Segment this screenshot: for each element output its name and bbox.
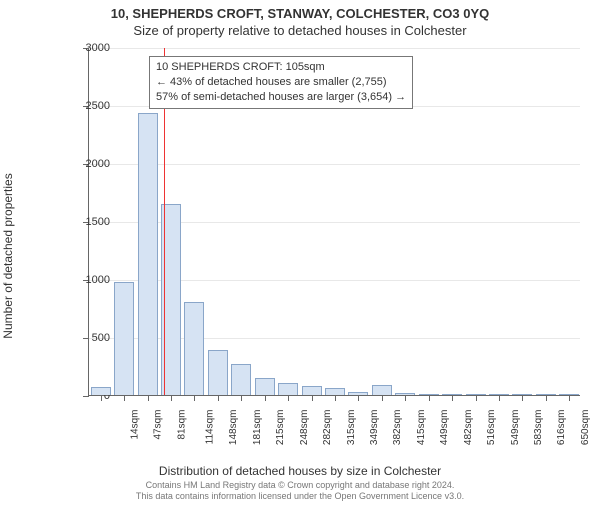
- x-tick-label: 516sqm: [486, 410, 497, 446]
- x-tick: [405, 395, 406, 401]
- x-tick: [546, 395, 547, 401]
- histogram-bar: [138, 113, 158, 395]
- x-tick-label: 81sqm: [176, 410, 187, 440]
- annotation-line: 10 SHEPHERDS CROFT: 105sqm: [156, 60, 406, 75]
- x-tick: [218, 395, 219, 401]
- y-tick-label: 1000: [70, 274, 110, 286]
- x-tick: [522, 395, 523, 401]
- y-tick-label: 2000: [70, 158, 110, 170]
- histogram-bar: [114, 282, 134, 395]
- annotation-line: ← 43% of detached houses are smaller (2,…: [156, 75, 406, 90]
- annotation-line: 57% of semi-detached houses are larger (…: [156, 90, 406, 105]
- x-tick-label: 14sqm: [129, 410, 140, 440]
- x-tick: [265, 395, 266, 401]
- histogram-bar: [184, 302, 204, 395]
- x-tick: [429, 395, 430, 401]
- x-tick: [101, 395, 102, 401]
- histogram-bar: [208, 350, 228, 395]
- x-tick-label: 248sqm: [299, 410, 310, 446]
- x-tick: [194, 395, 195, 401]
- x-tick-label: 650sqm: [580, 410, 591, 446]
- x-tick-label: 382sqm: [393, 410, 404, 446]
- x-tick-label: 349sqm: [369, 410, 380, 446]
- x-tick: [335, 395, 336, 401]
- x-tick: [499, 395, 500, 401]
- y-tick-label: 2500: [70, 100, 110, 112]
- marker-annotation: 10 SHEPHERDS CROFT: 105sqm ← 43% of deta…: [149, 56, 413, 109]
- histogram-bar: [231, 364, 251, 395]
- chart-container: 05001000150020002500300014sqm47sqm81sqm1…: [60, 48, 580, 426]
- x-tick-label: 47sqm: [153, 410, 164, 440]
- x-tick: [382, 395, 383, 401]
- x-tick-label: 148sqm: [229, 410, 240, 446]
- page-title-address: 10, SHEPHERDS CROFT, STANWAY, COLCHESTER…: [0, 6, 600, 21]
- page-title-sub: Size of property relative to detached ho…: [0, 23, 600, 38]
- x-tick: [171, 395, 172, 401]
- footer-line: Contains HM Land Registry data © Crown c…: [0, 480, 600, 491]
- x-tick: [148, 395, 149, 401]
- histogram-bar: [91, 387, 111, 395]
- histogram-bar: [302, 386, 322, 395]
- x-tick: [476, 395, 477, 401]
- gridline: [89, 48, 580, 49]
- x-tick-label: 181sqm: [252, 410, 263, 446]
- plot-area: 05001000150020002500300014sqm47sqm81sqm1…: [88, 48, 580, 396]
- histogram-bar: [372, 385, 392, 395]
- x-axis-label: Distribution of detached houses by size …: [0, 464, 600, 478]
- footer-line: This data contains information licensed …: [0, 491, 600, 502]
- x-tick: [452, 395, 453, 401]
- x-tick-label: 282sqm: [322, 410, 333, 446]
- histogram-bar: [255, 378, 275, 395]
- x-tick-label: 315sqm: [346, 410, 357, 446]
- x-tick-label: 114sqm: [204, 410, 215, 445]
- x-tick-label: 616sqm: [557, 410, 568, 446]
- x-tick: [312, 395, 313, 401]
- y-tick-label: 500: [70, 332, 110, 344]
- x-tick: [241, 395, 242, 401]
- x-tick-label: 583sqm: [533, 410, 544, 446]
- x-tick-label: 415sqm: [416, 410, 427, 446]
- x-tick-label: 482sqm: [463, 410, 474, 446]
- x-tick-label: 215sqm: [275, 410, 286, 446]
- x-tick-label: 449sqm: [439, 410, 450, 446]
- x-tick: [358, 395, 359, 401]
- x-tick: [288, 395, 289, 401]
- x-tick: [569, 395, 570, 401]
- y-tick-label: 3000: [70, 42, 110, 54]
- x-tick: [124, 395, 125, 401]
- y-axis-label: Number of detached properties: [1, 173, 15, 338]
- gridline: [89, 164, 580, 165]
- x-tick-label: 549sqm: [510, 410, 521, 446]
- footer-attribution: Contains HM Land Registry data © Crown c…: [0, 480, 600, 503]
- histogram-bar: [278, 383, 298, 395]
- y-tick-label: 1500: [70, 216, 110, 228]
- histogram-bar: [325, 388, 345, 395]
